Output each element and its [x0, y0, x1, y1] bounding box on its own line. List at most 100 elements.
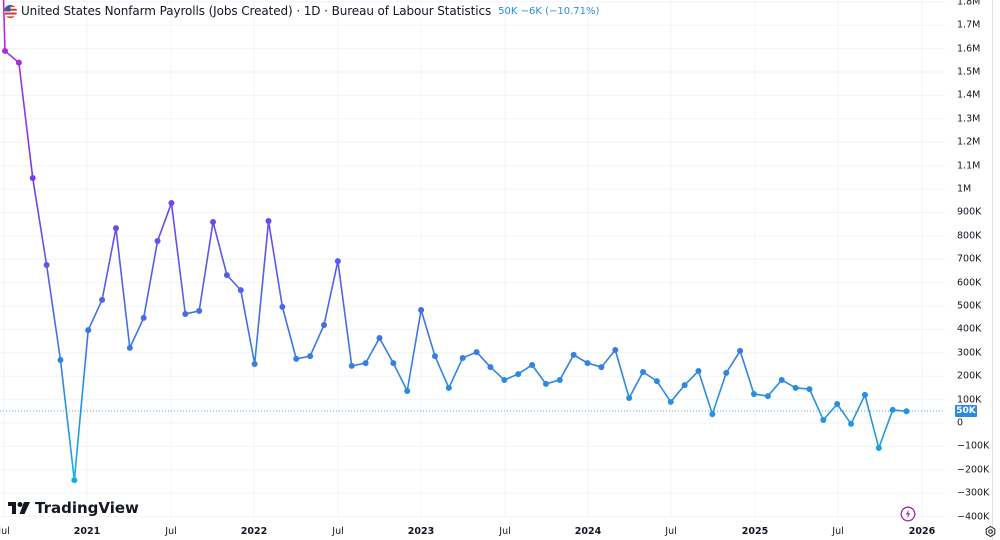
data-point[interactable] [501, 376, 508, 383]
data-point[interactable] [598, 364, 605, 371]
data-point[interactable] [626, 394, 633, 401]
data-point[interactable] [848, 420, 855, 427]
data-point[interactable] [473, 349, 480, 356]
data-point[interactable] [85, 327, 92, 334]
time-axis-label: 2023 [407, 526, 435, 537]
data-point[interactable] [307, 353, 314, 360]
price-axis-label: 1.5M [957, 66, 981, 78]
data-point[interactable] [556, 376, 563, 383]
data-point[interactable] [376, 335, 383, 342]
data-point[interactable] [418, 306, 425, 313]
data-point[interactable] [348, 362, 355, 369]
data-point[interactable] [570, 351, 577, 358]
data-point[interactable] [653, 378, 660, 385]
data-point[interactable] [223, 272, 230, 279]
data-point[interactable] [764, 393, 771, 400]
data-point[interactable] [750, 390, 757, 397]
data-point[interactable] [404, 387, 411, 394]
data-point[interactable] [889, 406, 896, 413]
data-point[interactable] [57, 357, 64, 364]
data-point[interactable] [279, 303, 286, 310]
data-point[interactable] [43, 262, 50, 269]
data-point[interactable] [2, 47, 8, 54]
time-axis-label: Jul [165, 526, 177, 537]
data-point[interactable] [529, 361, 536, 368]
data-point[interactable] [584, 360, 591, 367]
data-point[interactable] [903, 408, 910, 415]
data-point[interactable] [362, 360, 369, 367]
data-point[interactable] [29, 175, 36, 182]
data-point[interactable] [15, 59, 22, 66]
price-axis-label: −400K [957, 511, 990, 523]
data-point[interactable] [695, 368, 702, 375]
time-axis-label: 2025 [741, 526, 769, 537]
data-point[interactable] [820, 416, 827, 423]
data-point[interactable] [168, 200, 175, 207]
series-markers [2, 47, 910, 484]
data-point[interactable] [640, 368, 647, 375]
legend-value: 50K −6K (−10.71%) [498, 5, 600, 17]
price-axis-label: 100K [957, 394, 982, 406]
data-point[interactable] [251, 361, 258, 368]
data-point[interactable] [321, 321, 328, 328]
price-axis-border [992, 0, 993, 540]
data-point[interactable] [834, 401, 841, 408]
data-point[interactable] [612, 346, 619, 353]
data-point[interactable] [667, 398, 674, 405]
data-point[interactable] [237, 287, 244, 294]
data-point[interactable] [737, 347, 744, 354]
data-point[interactable] [140, 314, 147, 321]
time-axis-label: 2026 [908, 526, 936, 537]
data-point[interactable] [334, 258, 341, 265]
time-axis-label: 2022 [240, 526, 268, 537]
data-point[interactable] [709, 411, 716, 418]
price-axis-label: −100K [957, 440, 990, 452]
tradingview-logo[interactable]: TradingView [8, 499, 139, 517]
price-axis-label: 1.6M [957, 43, 981, 55]
data-point[interactable] [196, 307, 203, 314]
time-axis-label: Jul [665, 526, 677, 537]
price-axis-label: 600K [957, 277, 982, 289]
price-axis-label: 900K [957, 206, 982, 218]
series-legend[interactable]: United States Nonfarm Payrolls (Jobs Cre… [4, 3, 599, 19]
price-axis-label: 0 [957, 417, 964, 429]
logo-text: TradingView [35, 499, 139, 517]
data-point[interactable] [723, 369, 730, 376]
time-axis-label: Jul [832, 526, 844, 537]
data-point[interactable] [210, 218, 217, 225]
price-axis-label: 500K [957, 300, 982, 312]
time-axis-label: Jul [0, 526, 10, 537]
data-point[interactable] [112, 225, 119, 232]
data-point[interactable] [875, 445, 882, 452]
data-point[interactable] [182, 310, 189, 317]
legend-title: United States Nonfarm Payrolls (Jobs Cre… [21, 4, 492, 18]
data-point[interactable] [792, 384, 799, 391]
price-axis-label: 1.4M [957, 89, 981, 101]
data-point[interactable] [126, 344, 133, 351]
data-point[interactable] [542, 380, 549, 387]
data-point[interactable] [861, 391, 868, 398]
last-value-price-tag: 50K [955, 405, 977, 417]
price-axis-label: 1.1M [957, 160, 981, 172]
price-axis-label: 800K [957, 230, 982, 242]
data-point[interactable] [806, 386, 813, 393]
price-axis-label: 1.8M [957, 0, 981, 8]
price-axis-label: 400K [957, 323, 982, 335]
data-point[interactable] [681, 382, 688, 389]
data-point[interactable] [459, 354, 466, 361]
settings-gear-icon[interactable] [985, 526, 996, 537]
data-point[interactable] [431, 353, 438, 360]
data-point[interactable] [487, 364, 494, 371]
data-point[interactable] [265, 218, 272, 225]
data-point[interactable] [390, 360, 397, 367]
data-point[interactable] [515, 371, 522, 378]
data-point[interactable] [778, 376, 785, 383]
lightning-icon[interactable] [900, 506, 916, 522]
data-point[interactable] [445, 384, 452, 391]
data-point[interactable] [293, 355, 300, 362]
data-point[interactable] [71, 477, 78, 484]
data-point[interactable] [154, 237, 161, 244]
data-point[interactable] [99, 296, 106, 303]
price-axis-label: 1.7M [957, 19, 981, 31]
